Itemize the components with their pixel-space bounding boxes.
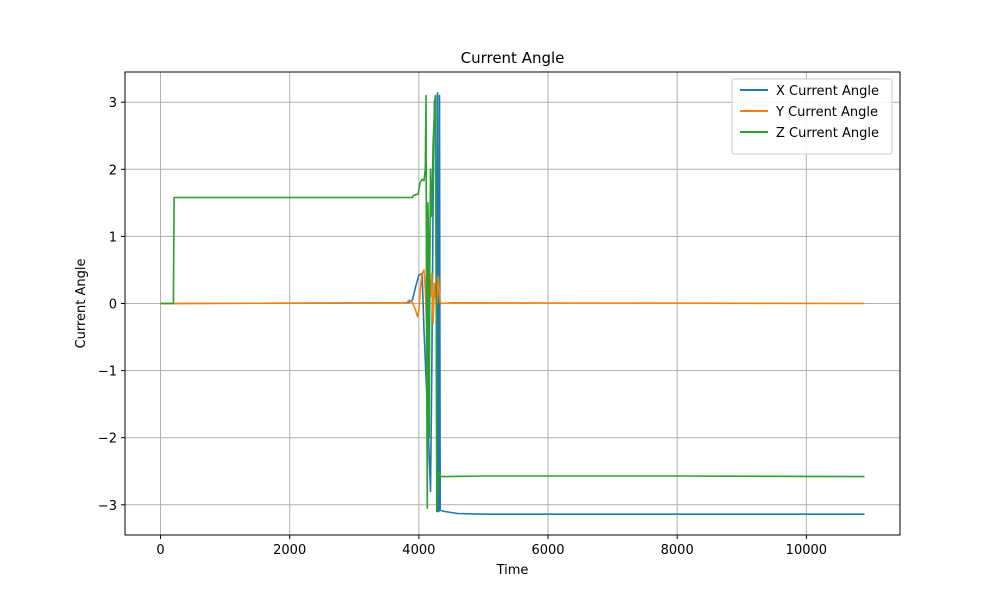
legend-label: Y Current Angle bbox=[775, 105, 878, 120]
chart-title: Current Angle bbox=[461, 49, 565, 67]
axis-ticks: 0 2000 4000 6000 8000 10000 −3 −2 −1 0 1 2 3 bbox=[98, 96, 827, 558]
x-tick-label: 10000 bbox=[786, 543, 827, 558]
x-tick-label: 6000 bbox=[531, 543, 564, 558]
y-tick-label: 3 bbox=[109, 96, 117, 111]
x-tick-label: 2000 bbox=[273, 543, 306, 558]
y-tick-label: 2 bbox=[109, 163, 117, 178]
y-tick-label: −3 bbox=[98, 499, 117, 514]
y-tick-label: 0 bbox=[109, 298, 117, 313]
series-line-z-current-angle bbox=[160, 94, 865, 513]
x-tick-label: 8000 bbox=[661, 543, 694, 558]
x-tick-label: 0 bbox=[156, 543, 164, 558]
y-tick-label: 1 bbox=[109, 230, 117, 245]
x-axis-label: Time bbox=[496, 563, 529, 578]
series-lines bbox=[160, 92, 865, 516]
series-line-x-current-angle bbox=[160, 92, 865, 516]
legend-label: Z Current Angle bbox=[776, 126, 879, 141]
legend: X Current Angle Y Current Angle Z Current … bbox=[731, 78, 893, 155]
series-line-y-current-angle bbox=[160, 269, 865, 325]
legend-box bbox=[731, 78, 893, 155]
y-tick-label: −1 bbox=[98, 365, 117, 380]
y-tick-label: −2 bbox=[98, 432, 117, 447]
x-tick-label: 4000 bbox=[402, 543, 435, 558]
y-axis-label: Current Angle bbox=[74, 259, 89, 349]
legend-label: X Current Angle bbox=[776, 84, 879, 99]
